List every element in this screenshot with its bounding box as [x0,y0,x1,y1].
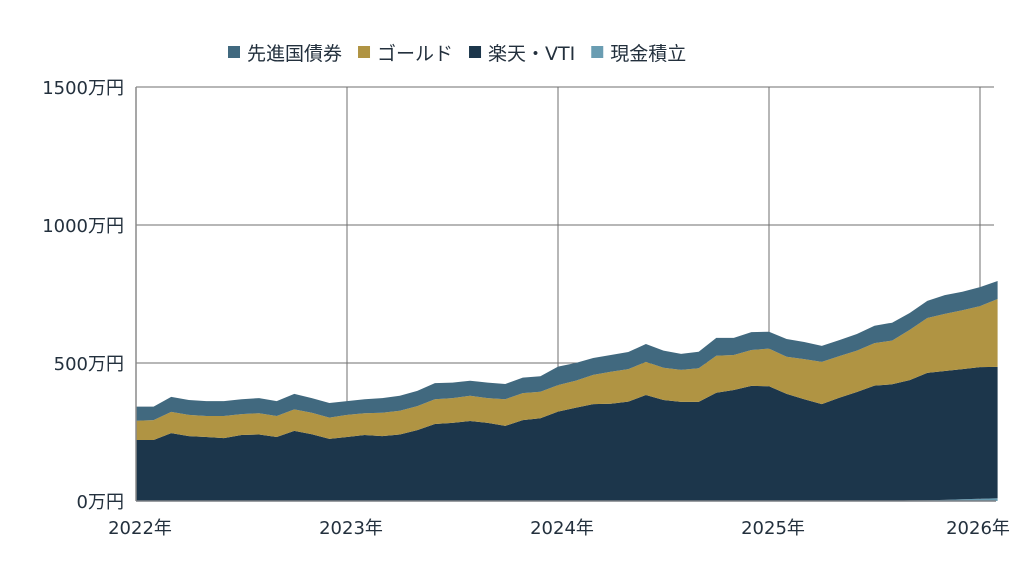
legend-label: 先進国債券 [247,43,342,65]
x-tick-label: 2022年 [108,518,172,539]
y-tick-label: 0万円 [77,492,124,513]
x-tick-label: 2026年 [946,518,1010,539]
x-axis-ticks: 2022年 2023年 2024年 2025年 2026年 [108,518,1010,539]
legend-swatch [469,46,482,58]
legend-label: ゴールド [377,43,453,65]
y-tick-label: 1500万円 [42,78,124,99]
legend-label: 現金積立 [610,43,686,65]
areas [136,281,998,501]
axes [135,87,996,502]
y-tick-label: 500万円 [54,354,124,375]
legend-label: 楽天・VTI [488,43,575,65]
x-tick-label: 2024年 [530,518,594,539]
area-series-2 [136,299,998,440]
x-tick-label: 2025年 [741,518,805,539]
y-tick-label: 1000万円 [42,216,124,237]
y-axis-ticks: 0万円 500万円 1000万円 1500万円 [42,78,124,513]
legend-swatch [228,46,240,58]
area-series-1 [136,366,998,501]
legend: 先進国債券 ゴールド 楽天・VTI 現金積立 [228,43,686,65]
legend-swatch [358,46,371,58]
legend-swatch [591,46,604,58]
x-tick-label: 2023年 [319,518,383,539]
area-series-3 [136,281,998,421]
